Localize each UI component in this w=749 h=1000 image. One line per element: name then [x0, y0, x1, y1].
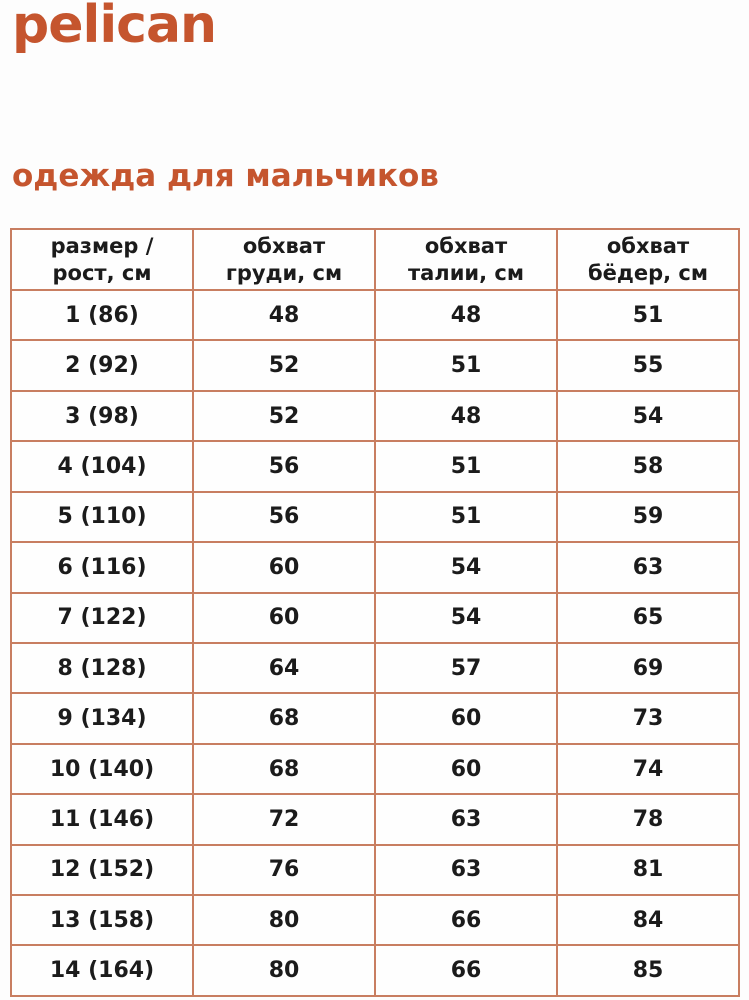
- table-row: 12 (152) 76 63 81: [10, 843, 740, 897]
- size-cell: 4 (104): [10, 440, 194, 493]
- chest-cell: 56: [192, 440, 376, 493]
- hips-cell: 63: [556, 541, 740, 594]
- hips-cell: 78: [556, 793, 740, 846]
- size-cell: 5 (110): [10, 490, 194, 544]
- size-table-body: 1 (86) 48 48 51 2 (92) 52 51 55 3 (98) 5…: [10, 288, 740, 997]
- size-cell: 8 (128): [10, 641, 194, 695]
- chest-cell: 60: [192, 591, 376, 644]
- size-cell: 9 (134): [10, 692, 194, 745]
- waist-cell: 51: [374, 490, 558, 544]
- waist-cell: 57: [374, 641, 558, 695]
- waist-cell: 63: [374, 793, 558, 846]
- hips-cell: 58: [556, 440, 740, 493]
- waist-cell: 60: [374, 742, 558, 796]
- hips-cell: 84: [556, 894, 740, 947]
- chest-cell: 68: [192, 692, 376, 745]
- hips-cell: 81: [556, 843, 740, 897]
- waist-cell: 51: [374, 440, 558, 493]
- waist-cell: 66: [374, 894, 558, 947]
- waist-cell: 48: [374, 288, 558, 342]
- table-row: 9 (134) 68 60 73: [10, 692, 740, 745]
- table-row: 14 (164) 80 66 85: [10, 944, 740, 997]
- column-header-chest: обхват груди, см: [192, 228, 376, 291]
- waist-cell: 66: [374, 944, 558, 997]
- chest-cell: 60: [192, 541, 376, 594]
- chest-cell: 64: [192, 641, 376, 695]
- waist-cell: 51: [374, 339, 558, 392]
- table-row: 7 (122) 60 54 65: [10, 591, 740, 644]
- size-cell: 2 (92): [10, 339, 194, 392]
- hips-cell: 85: [556, 944, 740, 997]
- waist-cell: 54: [374, 541, 558, 594]
- table-row: 2 (92) 52 51 55: [10, 339, 740, 392]
- table-row: 8 (128) 64 57 69: [10, 641, 740, 695]
- hips-cell: 55: [556, 339, 740, 392]
- size-cell: 7 (122): [10, 591, 194, 644]
- header-row: размер / рост, см обхват груди, см обхва…: [10, 228, 740, 291]
- size-table: размер / рост, см обхват груди, см обхва…: [10, 228, 740, 997]
- waist-cell: 60: [374, 692, 558, 745]
- table-row: 10 (140) 68 60 74: [10, 742, 740, 796]
- chest-cell: 52: [192, 389, 376, 443]
- chest-cell: 80: [192, 894, 376, 947]
- chest-cell: 76: [192, 843, 376, 897]
- size-cell: 10 (140): [10, 742, 194, 796]
- size-cell: 1 (86): [10, 288, 194, 342]
- chest-cell: 80: [192, 944, 376, 997]
- brand-logo: pelican: [12, 0, 217, 55]
- size-cell: 6 (116): [10, 541, 194, 594]
- chest-cell: 68: [192, 742, 376, 796]
- table-row: 3 (98) 52 48 54: [10, 389, 740, 443]
- hips-cell: 51: [556, 288, 740, 342]
- hips-cell: 73: [556, 692, 740, 745]
- column-header-hips: обхват бёдер, см: [556, 228, 740, 291]
- size-table-header: размер / рост, см обхват груди, см обхва…: [10, 228, 740, 291]
- table-row: 6 (116) 60 54 63: [10, 541, 740, 594]
- waist-cell: 48: [374, 389, 558, 443]
- page-title: одежда для мальчиков: [12, 158, 439, 194]
- chest-cell: 72: [192, 793, 376, 846]
- hips-cell: 65: [556, 591, 740, 644]
- size-cell: 11 (146): [10, 793, 194, 846]
- size-cell: 14 (164): [10, 944, 194, 997]
- chest-cell: 56: [192, 490, 376, 544]
- hips-cell: 74: [556, 742, 740, 796]
- size-cell: 13 (158): [10, 894, 194, 947]
- size-cell: 3 (98): [10, 389, 194, 443]
- table-row: 5 (110) 56 51 59: [10, 490, 740, 544]
- waist-cell: 54: [374, 591, 558, 644]
- hips-cell: 59: [556, 490, 740, 544]
- waist-cell: 63: [374, 843, 558, 897]
- chest-cell: 52: [192, 339, 376, 392]
- table-row: 13 (158) 80 66 84: [10, 894, 740, 947]
- column-header-waist: обхват талии, см: [374, 228, 558, 291]
- hips-cell: 54: [556, 389, 740, 443]
- column-header-size-height: размер / рост, см: [10, 228, 194, 291]
- size-cell: 12 (152): [10, 843, 194, 897]
- chest-cell: 48: [192, 288, 376, 342]
- hips-cell: 69: [556, 641, 740, 695]
- table-row: 4 (104) 56 51 58: [10, 440, 740, 493]
- table-row: 11 (146) 72 63 78: [10, 793, 740, 846]
- table-row: 1 (86) 48 48 51: [10, 288, 740, 342]
